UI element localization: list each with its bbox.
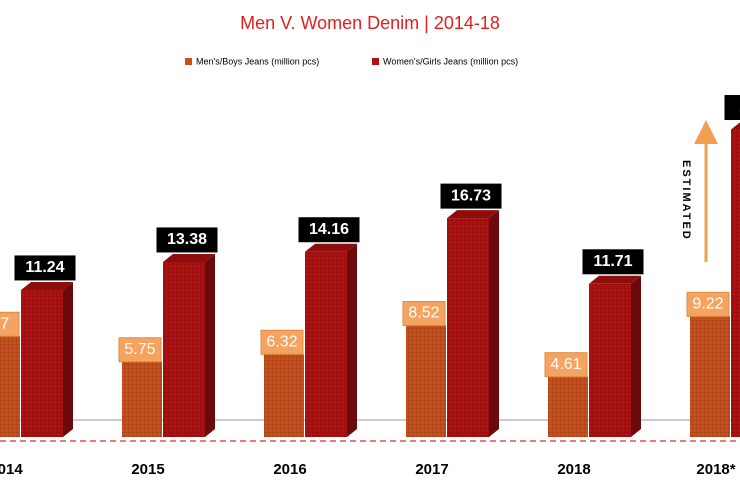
value-label-box bbox=[0, 311, 20, 337]
bar-face bbox=[631, 275, 641, 437]
value-label-box bbox=[544, 352, 588, 378]
value-label: 14.16 bbox=[309, 221, 349, 238]
value-label: 13.38 bbox=[167, 231, 207, 248]
value-label: 5.75 bbox=[124, 341, 155, 358]
bar-face bbox=[731, 122, 740, 130]
value-label-box bbox=[686, 291, 730, 317]
value-label-box bbox=[298, 217, 360, 243]
value-label: 4.61 bbox=[550, 356, 581, 373]
estimate-note: ESTIMATED bbox=[680, 160, 692, 241]
legend-swatch bbox=[185, 58, 192, 65]
value-label: 16.73 bbox=[451, 187, 491, 204]
bar-face bbox=[489, 210, 499, 437]
bar-face bbox=[21, 289, 63, 437]
value-label-box bbox=[14, 255, 76, 281]
value-label-box bbox=[440, 183, 502, 209]
x-tick-label: 2017 bbox=[415, 461, 448, 478]
bar-face bbox=[548, 376, 588, 437]
value-label-box bbox=[260, 329, 304, 355]
value-label: 9.22 bbox=[692, 296, 723, 313]
bar bbox=[589, 275, 641, 437]
value-label: 11.71 bbox=[593, 253, 632, 270]
bar-face bbox=[122, 361, 162, 437]
bar-face bbox=[347, 243, 357, 437]
x-tick-label: 2018 bbox=[557, 461, 590, 478]
value-label-box bbox=[118, 337, 162, 363]
value-label: 6.32 bbox=[266, 334, 297, 351]
value-label-box bbox=[724, 95, 740, 121]
bar-face bbox=[264, 354, 304, 437]
bar bbox=[21, 281, 73, 437]
bar bbox=[0, 336, 20, 437]
bar bbox=[305, 243, 357, 437]
bar-face bbox=[163, 253, 215, 262]
legend-swatch bbox=[372, 58, 379, 65]
bar-face bbox=[205, 253, 215, 437]
x-tick-label: 2018* bbox=[696, 461, 735, 478]
bar-face bbox=[305, 243, 357, 252]
bar bbox=[264, 354, 304, 437]
bar-face bbox=[406, 325, 446, 437]
bar-face bbox=[63, 281, 73, 437]
legend-label: Women's/Girls Jeans (million pcs) bbox=[383, 56, 518, 66]
value-label-box bbox=[156, 227, 218, 253]
bar-face bbox=[589, 275, 641, 284]
x-tick-label: 2016 bbox=[273, 461, 306, 478]
bar-face bbox=[21, 281, 73, 290]
x-tick-label: 2015 bbox=[131, 461, 164, 478]
bar-face bbox=[447, 210, 499, 219]
bar-face bbox=[305, 251, 347, 437]
bar-face bbox=[731, 129, 740, 437]
value-label-box bbox=[402, 301, 446, 327]
bar-face bbox=[690, 316, 730, 437]
bar bbox=[163, 253, 215, 437]
bar bbox=[447, 210, 499, 437]
value-label: 11.24 bbox=[25, 259, 64, 276]
bar-face bbox=[0, 336, 20, 437]
bar bbox=[548, 376, 588, 437]
chart-title: Men V. Women Denim | 2014-18 bbox=[240, 13, 500, 33]
bar bbox=[731, 122, 740, 437]
bar bbox=[406, 325, 446, 437]
x-tick-label: 2014 bbox=[0, 461, 23, 478]
bar-face bbox=[163, 261, 205, 437]
bar bbox=[690, 316, 730, 437]
bar bbox=[122, 361, 162, 437]
value-label: 7.7 bbox=[0, 315, 9, 332]
value-label-box bbox=[582, 249, 644, 275]
legend-label: Men's/Boys Jeans (million pcs) bbox=[196, 56, 319, 66]
bar-face bbox=[589, 283, 631, 437]
bar-face bbox=[447, 218, 489, 437]
value-label: 8.52 bbox=[408, 305, 439, 322]
